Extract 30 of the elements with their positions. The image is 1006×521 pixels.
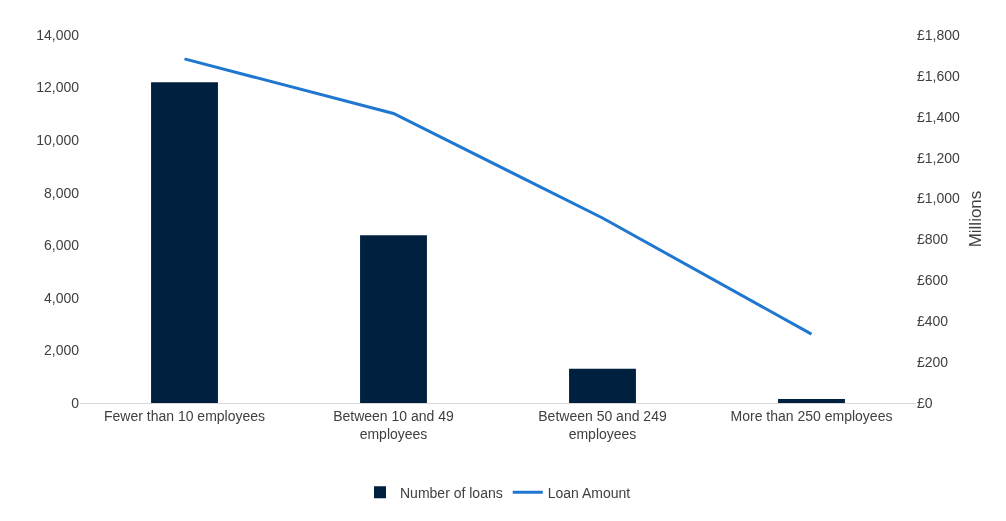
bar	[151, 82, 218, 403]
y-tick-label: 10,000	[36, 132, 80, 149]
y2-tick-label: £1,600	[917, 67, 961, 84]
y2-axis-title: Millions	[966, 190, 986, 248]
y2-tick-label: £400	[917, 313, 949, 330]
y2-tick-label: £1,000	[917, 190, 961, 207]
y-tick-label: 14,000	[36, 26, 80, 43]
bar	[569, 368, 636, 403]
y2-tick-label: £200	[917, 354, 949, 371]
bar	[360, 235, 427, 403]
x-tick-label: Between 50 and 249 employees	[538, 407, 667, 442]
y-tick-label: 6,000	[43, 237, 80, 254]
x-tick-label: Between 10 and 49 employees	[333, 407, 455, 442]
y2-tick-label: £1,200	[917, 149, 961, 166]
legend-label: Loan Amount	[547, 484, 631, 501]
y-tick-label: 8,000	[43, 184, 80, 201]
y-tick-label: 0	[71, 394, 80, 411]
y-tick-label: 12,000	[36, 79, 80, 96]
bar	[778, 399, 845, 403]
legend-label: Number of loans	[400, 484, 503, 501]
y2-tick-label: £600	[917, 272, 949, 289]
x-tick-label: More than 250 employees	[730, 407, 893, 424]
x-tick-label: Fewer than 10 employees	[103, 407, 266, 424]
y-tick-label: 2,000	[43, 342, 80, 359]
y2-tick-label: £1,800	[917, 26, 961, 43]
line-series	[183, 57, 813, 336]
y2-tick-label: £1,400	[917, 108, 961, 125]
y2-tick-label: £800	[917, 231, 949, 248]
y2-tick-label: £0	[917, 394, 933, 411]
y-tick-label: 4,000	[43, 289, 80, 306]
